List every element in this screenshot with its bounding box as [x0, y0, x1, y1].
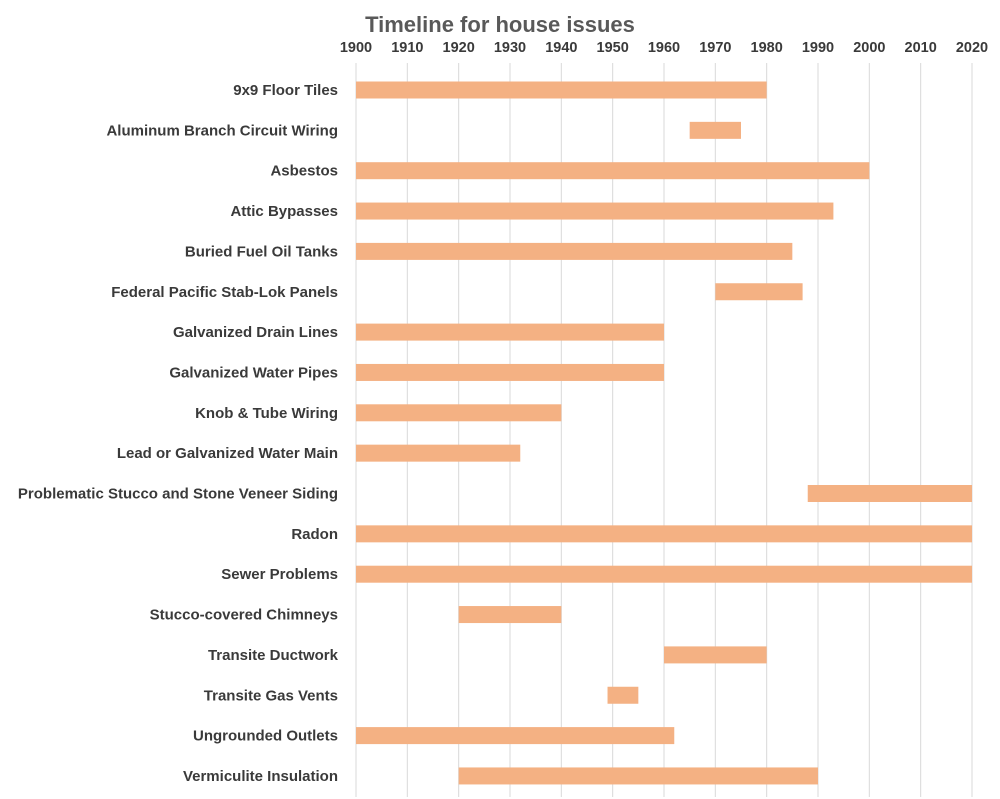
x-tick-label: 1990	[802, 40, 834, 56]
bar	[356, 323, 664, 341]
bar	[715, 283, 803, 301]
bar	[356, 363, 664, 381]
bar	[356, 565, 972, 583]
category-label: Stucco-covered Chimneys	[150, 607, 338, 624]
category-label: Sewer Problems	[221, 566, 338, 583]
x-tick-label: 1910	[391, 40, 423, 56]
category-labels: 9x9 Floor Tiles Aluminum Branch Circuit W…	[18, 82, 339, 785]
category-label: 9x9 Floor Tiles	[233, 82, 338, 99]
category-label: Asbestos	[270, 163, 338, 180]
category-label: Problematic Stucco and Stone Veneer Sidi…	[18, 486, 338, 503]
bar	[607, 686, 639, 704]
x-tick-label: 1960	[648, 40, 680, 56]
category-label: Knob & Tube Wiring	[195, 405, 338, 422]
bar	[356, 727, 675, 745]
x-axis-ticks: 1900 1910 1920 1930 1940 1950 1960 1970 1980 1990…	[340, 40, 988, 56]
x-tick-label: 1900	[340, 40, 372, 56]
category-label: Vermiculite Insulation	[183, 768, 338, 785]
bar	[689, 121, 741, 139]
bar	[356, 404, 562, 422]
x-tick-label: 1970	[699, 40, 731, 56]
category-label: Buried Fuel Oil Tanks	[185, 243, 338, 260]
bars	[356, 81, 972, 785]
chart-title: Timeline for house issues	[365, 12, 635, 37]
category-label: Galvanized Water Pipes	[169, 364, 338, 381]
category-label: Aluminum Branch Circuit Wiring	[106, 122, 338, 139]
category-label: Attic Bypasses	[230, 203, 338, 220]
x-tick-label: 1920	[443, 40, 475, 56]
bar	[356, 202, 834, 220]
bar	[458, 767, 818, 785]
x-tick-label: 2010	[905, 40, 937, 56]
x-tick-label: 1940	[545, 40, 577, 56]
bar	[356, 162, 870, 180]
bar	[664, 646, 767, 664]
bar	[458, 606, 562, 624]
category-label: Galvanized Drain Lines	[173, 324, 338, 341]
category-label: Ungrounded Outlets	[193, 728, 338, 745]
bar	[807, 485, 972, 502]
x-tick-label: 2000	[853, 40, 885, 56]
x-tick-label: 1930	[494, 40, 526, 56]
bar	[356, 525, 972, 543]
x-tick-label: 2020	[956, 40, 988, 56]
x-tick-label: 1980	[751, 40, 783, 56]
category-label: Federal Pacific Stab-Lok Panels	[111, 284, 338, 301]
x-tick-label: 1950	[597, 40, 629, 56]
bar	[356, 81, 767, 99]
category-label: Radon	[291, 526, 338, 543]
bar	[356, 242, 793, 260]
gridlines	[355, 63, 973, 797]
category-label: Transite Ductwork	[208, 647, 339, 664]
category-label: Lead or Galvanized Water Main	[117, 445, 338, 462]
category-label: Transite Gas Vents	[204, 687, 338, 704]
bar	[356, 444, 521, 462]
